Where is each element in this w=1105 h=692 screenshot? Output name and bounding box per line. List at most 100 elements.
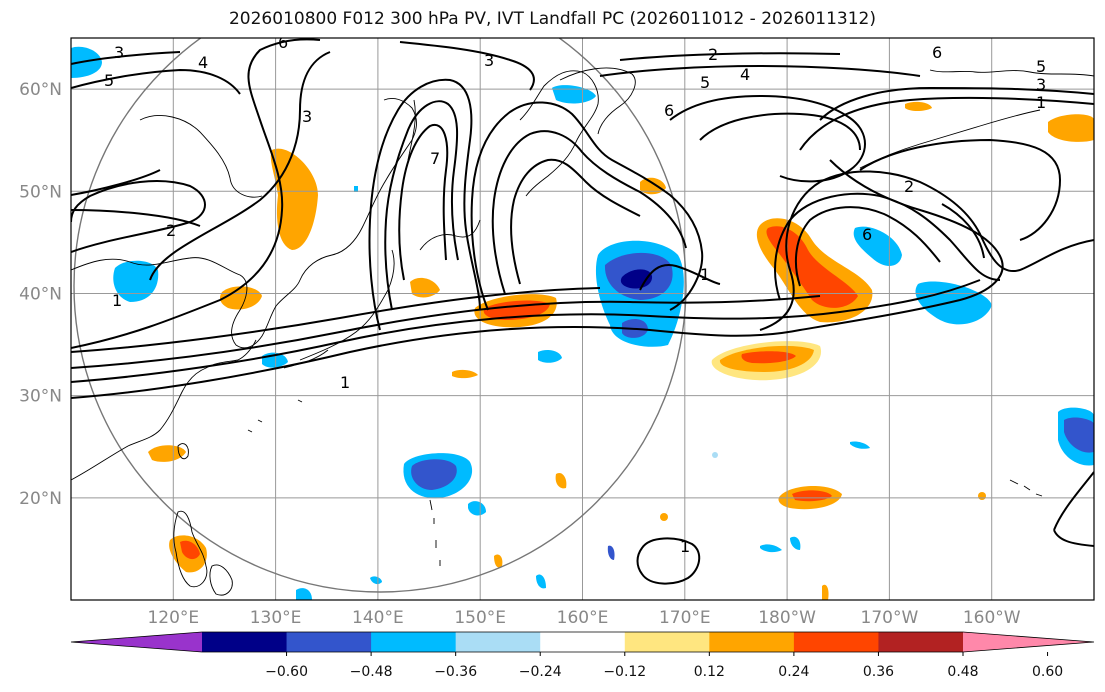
contour-label: 3 bbox=[302, 107, 312, 126]
contour-label: 1 bbox=[1036, 93, 1046, 112]
contour-label: 5 bbox=[1036, 57, 1046, 76]
colorbar-bin bbox=[202, 632, 288, 652]
pv-contours bbox=[71, 38, 1094, 585]
lon-tick-label: 150°E bbox=[454, 608, 506, 628]
shading-positive bbox=[180, 540, 200, 560]
latitude-tick-labels: 60°N 50°N 40°N 30°N 20°N bbox=[19, 80, 62, 509]
shading-positive bbox=[741, 351, 796, 364]
colorbar-bin bbox=[878, 632, 964, 652]
map-title: 2026010800 F012 300 hPa PV, IVT Landfall… bbox=[228, 9, 876, 29]
colorbar-label: −0.24 bbox=[519, 664, 562, 680]
contour-labels: 1 1 1 1 1 2 2 2 3 3 3 3 4 4 5 5 5 6 6 6 … bbox=[104, 33, 1046, 556]
colorbar-outline bbox=[70, 631, 1095, 653]
shading-negative bbox=[1064, 417, 1094, 453]
shading-negative bbox=[552, 85, 596, 104]
contour-label: 1 bbox=[112, 291, 122, 310]
lon-tick-label: 160°E bbox=[557, 608, 609, 628]
shading-positive bbox=[452, 369, 478, 379]
shading-positive bbox=[410, 277, 440, 298]
lat-tick-label: 30°N bbox=[19, 387, 62, 407]
shading-positive bbox=[494, 554, 503, 568]
map-plot-area: 1 1 1 1 1 2 2 2 3 3 3 3 4 4 5 5 5 6 6 6 … bbox=[71, 33, 1094, 600]
map-grid bbox=[71, 38, 1094, 600]
shading-positive bbox=[822, 584, 829, 600]
contour-label: 6 bbox=[932, 43, 942, 62]
contour-label: 1 bbox=[680, 537, 690, 556]
shading-negative bbox=[113, 260, 159, 302]
colorbar-bin bbox=[286, 632, 372, 652]
colorbar-label: −0.48 bbox=[350, 664, 393, 680]
colorbar-label: −0.60 bbox=[265, 664, 308, 680]
shading-negative bbox=[850, 441, 870, 449]
shading-negative bbox=[853, 226, 902, 266]
shading-negative bbox=[712, 452, 718, 458]
shading-negative bbox=[607, 545, 615, 560]
shading-negative bbox=[536, 574, 546, 589]
lon-tick-label: 170°E bbox=[659, 608, 711, 628]
contour-label: 6 bbox=[862, 225, 872, 244]
contour-label: 3 bbox=[1036, 75, 1046, 94]
contour-label: 5 bbox=[700, 73, 710, 92]
shading-negative bbox=[354, 186, 358, 192]
colorbar-bin bbox=[540, 632, 626, 652]
lon-tick-label: 160°W bbox=[963, 608, 1021, 628]
lat-tick-label: 60°N bbox=[19, 80, 62, 100]
colorbar-label: 0.12 bbox=[694, 664, 725, 680]
contour-label: 7 bbox=[430, 149, 440, 168]
contour-label: 3 bbox=[114, 43, 124, 62]
shading-negative bbox=[790, 536, 801, 550]
lat-tick-label: 20°N bbox=[19, 489, 62, 509]
contour-label: 2 bbox=[166, 221, 176, 240]
shading-negative bbox=[915, 281, 992, 325]
shading-negative bbox=[468, 501, 486, 516]
shading-positive bbox=[1048, 114, 1094, 142]
shading-negative bbox=[71, 46, 102, 78]
lon-tick-label: 170°W bbox=[861, 608, 919, 628]
contour-label: 4 bbox=[198, 53, 208, 72]
colorbar-label: 0.36 bbox=[863, 664, 894, 680]
colorbar-label: 0.24 bbox=[778, 664, 809, 680]
shading-positive bbox=[660, 513, 668, 521]
contour-label: 2 bbox=[904, 177, 914, 196]
contour-label: 1 bbox=[700, 265, 710, 284]
colorbar-label: 0.60 bbox=[1032, 664, 1063, 680]
shading-positive bbox=[555, 472, 567, 489]
shading-negative bbox=[411, 459, 457, 490]
contour-label: 4 bbox=[740, 65, 750, 84]
map-frame bbox=[70, 37, 1095, 601]
contour-label: 2 bbox=[708, 45, 718, 64]
shading-negative bbox=[296, 588, 312, 600]
colorbar-bin bbox=[455, 632, 541, 652]
colorbar-label: 0.48 bbox=[947, 664, 978, 680]
landfall-region-circle bbox=[73, 38, 687, 593]
shading-positive bbox=[148, 445, 186, 462]
colorbar-bin bbox=[793, 632, 879, 652]
colorbar-bin bbox=[624, 632, 710, 652]
lat-tick-label: 50°N bbox=[19, 182, 62, 202]
contour-label: 6 bbox=[278, 33, 288, 52]
shading-negative bbox=[760, 544, 782, 553]
colorbar-label: −0.36 bbox=[434, 664, 477, 680]
shading-positive bbox=[978, 492, 986, 500]
lat-tick-label: 40°N bbox=[19, 284, 62, 304]
shading-negative bbox=[538, 350, 562, 363]
shading-negative bbox=[370, 576, 382, 585]
shading-positive bbox=[766, 226, 858, 308]
shading-positive bbox=[905, 101, 932, 111]
lon-tick-label: 120°E bbox=[147, 608, 199, 628]
colorbar: −0.60 −0.48 −0.36 −0.24 −0.12 0.12 0.24 0.36 0.4… bbox=[70, 631, 1095, 680]
shading-positive bbox=[220, 286, 262, 310]
contour-label: 6 bbox=[664, 101, 674, 120]
colorbar-extend-high bbox=[963, 632, 1094, 652]
colorbar-bin bbox=[371, 632, 457, 652]
contour-label: 3 bbox=[484, 51, 494, 70]
lon-tick-label: 140°E bbox=[352, 608, 404, 628]
shading-positive bbox=[792, 490, 832, 502]
shading-positive bbox=[640, 177, 666, 195]
lon-tick-label: 130°E bbox=[250, 608, 302, 628]
contour-label: 1 bbox=[340, 373, 350, 392]
colorbar-bin bbox=[709, 632, 795, 652]
pv-shading bbox=[71, 46, 1094, 600]
contour-label: 5 bbox=[104, 71, 114, 90]
